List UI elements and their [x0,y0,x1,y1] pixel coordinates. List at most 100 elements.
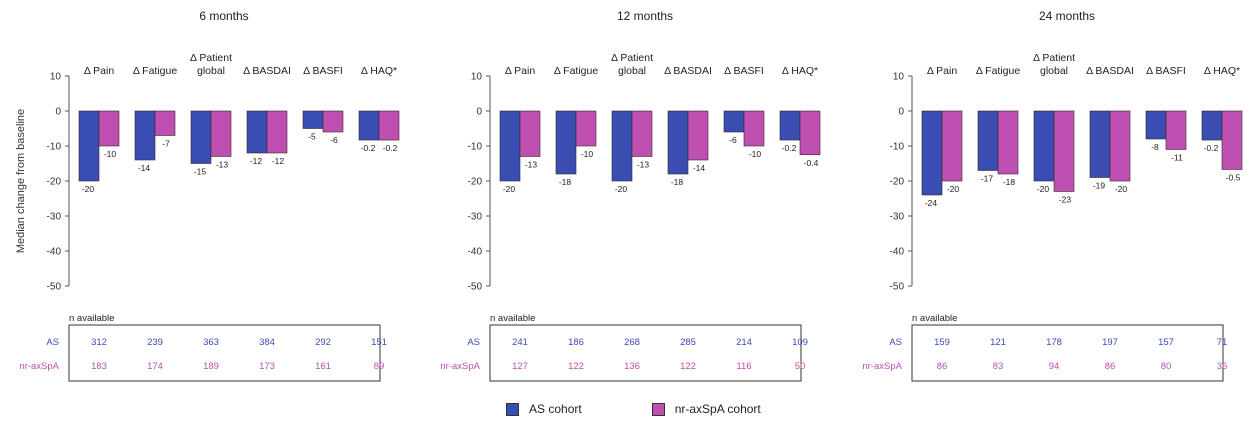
panel-3-y-tick-label: -30 [890,212,905,223]
panel-2-y-tick-label: -40 [468,247,483,258]
panel-3-category-label-fatigue: Δ Fatigue [976,65,1021,77]
panel-3-category-label-patient-global: Δ Patient [1033,52,1075,64]
panel-3-bar-as-2 [977,110,999,171]
panel-2-data-label-nr-axspa-1: -13 [525,160,538,170]
panel-1-category-label-patient-global: global [197,65,225,77]
panel-2-data-label-as-1: -20 [503,184,516,194]
panel-1-data-label-nr-axspa-2: -7 [162,139,170,149]
panel-1-data-label-nr-axspa-3: -13 [216,160,229,170]
panel-2-n-cell-nraxspa-4: 122 [680,361,696,372]
panel-3-data-label-nr-axspa-1: -20 [947,184,960,194]
panel-3-category-label-basdai: Δ BASDAI [1086,65,1134,77]
panel-2-n-available-label: n available [490,313,535,324]
panel-3-data-label-as-5: -8 [1151,142,1159,152]
panel-3-bar-nr-axspa-6 [1221,110,1243,170]
panel-2-bar-as-2 [555,110,577,175]
panel-2-y-tick-label: 10 [471,72,483,83]
panel-1-category-label-haq: Δ HAQ* [361,65,397,77]
panel-1-data-label-as-3: -15 [194,167,207,177]
panel-2-n-table-border [489,324,802,382]
panel-2-bar-as-4 [667,110,689,175]
panel-1-y-tick-label: -40 [47,247,62,258]
panel-1-n-cell-nraxspa-5: 161 [315,361,331,372]
panel-2-n-cell-as-1: 241 [512,337,528,348]
panel-3-n-table-border [911,324,1224,382]
panel-3-category-label-basfi: Δ BASFI [1146,65,1186,77]
panel-1-data-label-as-4: -12 [250,156,263,166]
panel-1-n-cell-as-2: 239 [147,337,163,348]
panel-3-n-cell-as-1: 159 [934,337,950,348]
panel-1-y-tick-label: -10 [47,142,62,153]
panel-2-category-label-basfi: Δ BASFI [724,65,764,77]
panel-3-data-label-as-6: -0.2 [1204,143,1219,153]
panel-3-n-cell-as-6: 71 [1217,337,1228,348]
panel-3-n-cell-as-2: 121 [990,337,1006,348]
panel-2-data-label-nr-axspa-4: -14 [693,163,706,173]
panel-2-n-cell-as-3: 268 [624,337,640,348]
panel-3-bar-as-6 [1201,110,1223,141]
panel-3-bar-as-5 [1145,110,1167,140]
panel-3-n-cell-nraxspa-1: 86 [937,361,948,372]
panel-1-y-tick-label: -30 [47,212,62,223]
panel-1-n-cell-as-5: 292 [315,337,331,348]
panel-2-y-tick-label: -50 [468,282,483,293]
legend: AS cohort nr-axSpA cohort [506,402,761,416]
panel-2-data-label-nr-axspa-3: -13 [637,160,650,170]
panel-1-category-label-patient-global: Δ Patient [190,52,232,64]
panel-2-data-label-as-6: -0.2 [782,143,797,153]
panel-1-n-table-border [68,324,381,382]
panel-2-data-label-as-5: -6 [729,135,737,145]
panel-1-title: 6 months [199,9,248,23]
panel-2-n-cell-nraxspa-5: 116 [736,361,751,372]
panel-3-y-tick-label: -20 [890,177,905,188]
panel-1-bar-as-3 [190,110,212,164]
panel-1-data-label-nr-axspa-5: -6 [330,135,338,145]
panel-2-data-label-nr-axspa-5: -10 [749,149,762,159]
panel-2-y-tick-label: -20 [468,177,483,188]
panel-3-data-label-nr-axspa-2: -18 [1003,177,1016,187]
panel-3-bar-nr-axspa-1 [941,110,963,182]
panel-1-data-label-nr-axspa-4: -12 [272,156,285,166]
panel-3-bar-nr-axspa-4 [1109,110,1131,182]
panel-1-y-tick-label: -20 [47,177,62,188]
panel-2-category-label-haq: Δ HAQ* [782,65,818,77]
panel-3-y-tick-label: 0 [898,107,904,118]
panel-2-n-row-label-nraxspa: nr-axSpA [440,361,480,372]
panel-2-category-label-basdai: Δ BASDAI [664,65,712,77]
panel-3-y-tick-label: -40 [890,247,905,258]
panel-1-n-available-label: n available [69,313,114,324]
y-axis-title: Median change from baseline [15,109,27,253]
panel-1-bar-nr-axspa-5 [322,110,344,133]
panel-3-data-label-nr-axspa-3: -23 [1059,195,1072,205]
panel-1-n-row-label-nraxspa: nr-axSpA [19,361,59,372]
panel-1-bar-nr-axspa-6 [378,110,400,141]
panel-3-n-cell-nraxspa-4: 86 [1105,361,1116,372]
panel-1-data-label-nr-axspa-6: -0.2 [383,143,398,153]
panel-2-y-tick-label: -10 [468,142,483,153]
panel-1-bar-as-6 [358,110,380,141]
panel-2-n-cell-nraxspa-2: 122 [568,361,584,372]
panel-2-category-label-patient-global: global [618,65,646,77]
panel-2-y-tick-label: -30 [468,212,483,223]
legend-swatch-nraxspa [651,402,665,416]
panel-3-data-label-nr-axspa-4: -20 [1115,184,1128,194]
panel-2-n-cell-as-6: 109 [792,337,808,348]
legend-item-nraxspa: nr-axSpA cohort [651,402,761,416]
panel-2-bar-nr-axspa-1 [519,110,541,157]
panel-1-bar-as-4 [246,110,268,154]
panel-3-n-row-label-nraxspa: nr-axSpA [862,361,902,372]
panel-1-y-tick-label: 10 [50,72,62,83]
panel-2-data-label-as-2: -18 [559,177,572,187]
panel-2-title: 12 months [617,9,673,23]
legend-label-as: AS cohort [529,402,582,416]
panel-1-n-cell-as-1: 312 [91,337,107,348]
panel-1-bar-nr-axspa-4 [266,110,288,154]
panel-1-n-row-label-as: AS [46,337,59,348]
panel-3-bar-nr-axspa-3 [1053,110,1075,192]
panel-3-bar-nr-axspa-5 [1165,110,1187,150]
panel-3-y-tick-label: -10 [890,142,905,153]
panel-1-bar-nr-axspa-2 [154,110,176,136]
panel-2-category-label-pain: Δ Pain [505,65,536,77]
panel-2-n-cell-nraxspa-1: 127 [512,361,528,372]
panel-2-n-cell-nraxspa-6: 50 [795,361,806,372]
